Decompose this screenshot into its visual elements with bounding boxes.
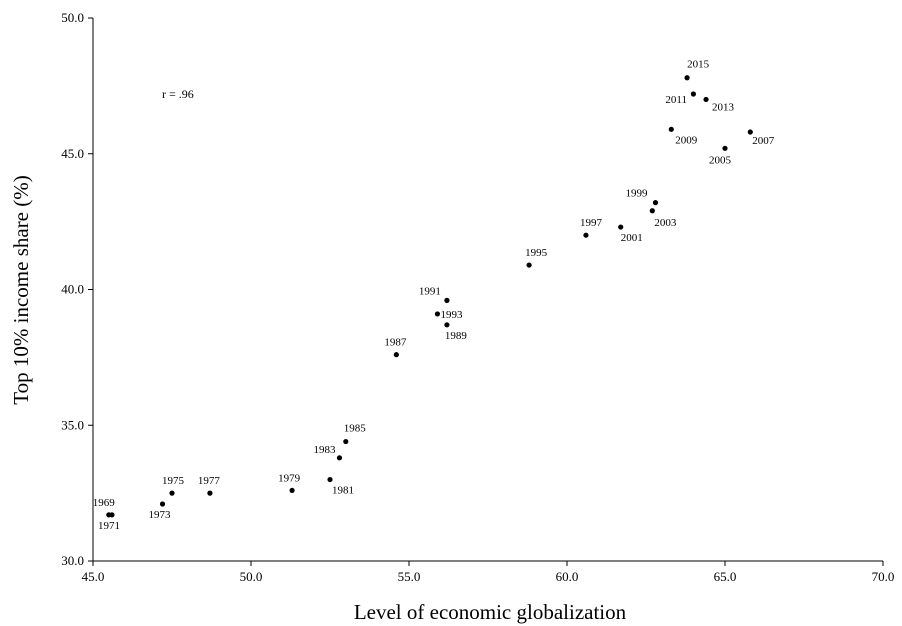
data-point-2015 xyxy=(684,75,690,81)
data-point-1999 xyxy=(652,200,659,206)
point-label-1999: 1999 xyxy=(625,188,648,200)
point-label-1969: 1969 xyxy=(93,497,116,509)
data-point-1997 xyxy=(583,232,589,238)
data-point-1989 xyxy=(444,322,450,328)
point-label-1989: 1989 xyxy=(445,330,468,342)
data-point-1985 xyxy=(343,438,349,445)
y-tick-label: 50.0 xyxy=(61,10,84,25)
point-label-2005: 2005 xyxy=(709,154,732,166)
point-label-1987: 1987 xyxy=(384,337,407,349)
data-point-1991 xyxy=(444,297,450,303)
point-label-1995: 1995 xyxy=(525,247,548,259)
data-point-2013 xyxy=(703,96,709,103)
data-point-1981 xyxy=(327,476,333,483)
point-label-1997: 1997 xyxy=(580,217,603,229)
point-label-1975: 1975 xyxy=(162,475,185,487)
point-label-2001: 2001 xyxy=(621,232,643,244)
data-point-1979 xyxy=(289,487,295,494)
point-label-1993: 1993 xyxy=(440,309,463,321)
data-point-2005 xyxy=(722,145,728,151)
x-tick-label: 45.0 xyxy=(82,569,105,584)
point-label-1983: 1983 xyxy=(313,444,336,456)
data-point-1983 xyxy=(336,455,343,461)
y-tick-label: 30.0 xyxy=(61,553,84,568)
data-point-1993 xyxy=(434,311,441,317)
point-label-1991: 1991 xyxy=(419,285,441,297)
data-point-1973 xyxy=(159,501,166,507)
data-point-2009 xyxy=(668,126,674,132)
data-point-1971 xyxy=(109,512,115,518)
x-tick-label: 70.0 xyxy=(872,569,895,584)
data-point-1975 xyxy=(169,490,175,496)
point-label-1973: 1973 xyxy=(149,509,172,521)
x-tick-label: 50.0 xyxy=(240,569,263,584)
data-points: 1969 1971 1973 1975 1977 1979 1981 1983 1985 1987… xyxy=(93,59,775,532)
point-label-2013: 2013 xyxy=(712,101,735,113)
data-point-1977 xyxy=(207,490,213,496)
data-point-2003 xyxy=(649,208,655,214)
data-point-1987 xyxy=(393,352,399,358)
x-tick-label: 65.0 xyxy=(714,569,737,584)
x-axis-label: Level of economic globalization xyxy=(354,600,627,624)
point-label-1985: 1985 xyxy=(344,423,367,435)
point-label-1979: 1979 xyxy=(278,472,301,484)
data-point-2001 xyxy=(618,224,624,230)
data-point-1995 xyxy=(526,262,532,268)
x-tick-label: 55.0 xyxy=(398,569,421,584)
point-label-2003: 2003 xyxy=(654,217,677,229)
point-label-1971: 1971 xyxy=(98,520,120,532)
y-tick-label: 35.0 xyxy=(61,417,84,432)
x-tick-label: 60.0 xyxy=(556,569,579,584)
point-label-1981: 1981 xyxy=(332,485,354,497)
y-tick-label: 45.0 xyxy=(61,146,84,161)
correlation-annotation: r = .96 xyxy=(162,87,194,101)
y-tick-label: 40.0 xyxy=(61,282,84,297)
y-axis-label: Top 10% income share (%) xyxy=(9,175,33,404)
data-point-2007 xyxy=(747,129,753,135)
point-label-2011: 2011 xyxy=(665,94,687,106)
point-label-2015: 2015 xyxy=(687,59,710,71)
x-axis-ticks: 45.0 50.0 55.0 60.0 65.0 70.0 xyxy=(82,561,895,584)
point-label-2007: 2007 xyxy=(752,135,775,147)
point-label-1977: 1977 xyxy=(198,475,221,487)
point-label-2009: 2009 xyxy=(675,134,698,146)
y-axis-ticks: 30.0 35.0 40.0 45.0 50.0 xyxy=(61,10,93,568)
data-point-2011 xyxy=(690,91,697,97)
